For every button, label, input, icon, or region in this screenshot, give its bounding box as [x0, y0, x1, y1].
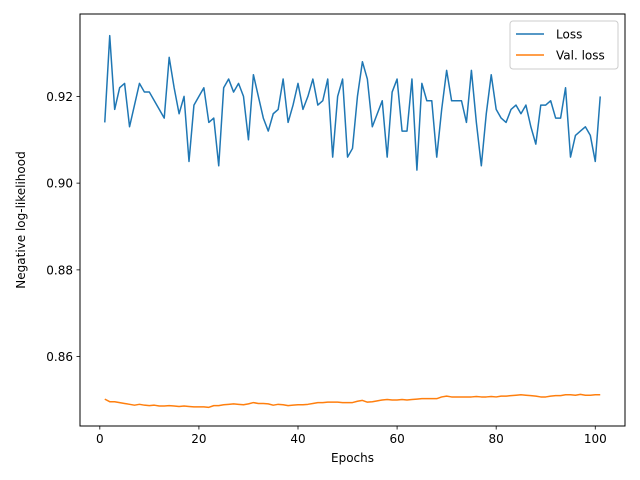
plot-area-frame — [79, 13, 626, 427]
x-tick-label: 40 — [290, 432, 305, 446]
x-axis-label: Epochs — [331, 451, 374, 465]
legend-box — [509, 20, 619, 70]
legend: Loss Val. loss — [509, 20, 619, 70]
y-tick-label: 0.86 — [46, 350, 73, 364]
legend-label-val-loss: Val. loss — [556, 49, 605, 63]
x-axis: 0 20 40 60 80 100 — [96, 426, 607, 446]
x-tick-label: 60 — [389, 432, 404, 446]
x-tick-label: 0 — [96, 432, 104, 446]
series-line-loss — [104, 34, 601, 171]
y-axis: 0.86 0.88 0.90 0.92 — [46, 90, 80, 364]
x-tick-label: 20 — [191, 432, 206, 446]
x-tick-label: 80 — [489, 432, 504, 446]
series-line-val-loss — [104, 393, 601, 409]
x-tick-label: 100 — [584, 432, 607, 446]
series-layer — [104, 34, 601, 409]
y-axis-label: Negative log-likelihood — [14, 151, 28, 288]
legend-label-loss: Loss — [556, 28, 582, 42]
y-tick-label: 0.90 — [46, 177, 73, 191]
y-tick-label: 0.92 — [46, 90, 73, 104]
y-tick-label: 0.88 — [46, 263, 73, 277]
